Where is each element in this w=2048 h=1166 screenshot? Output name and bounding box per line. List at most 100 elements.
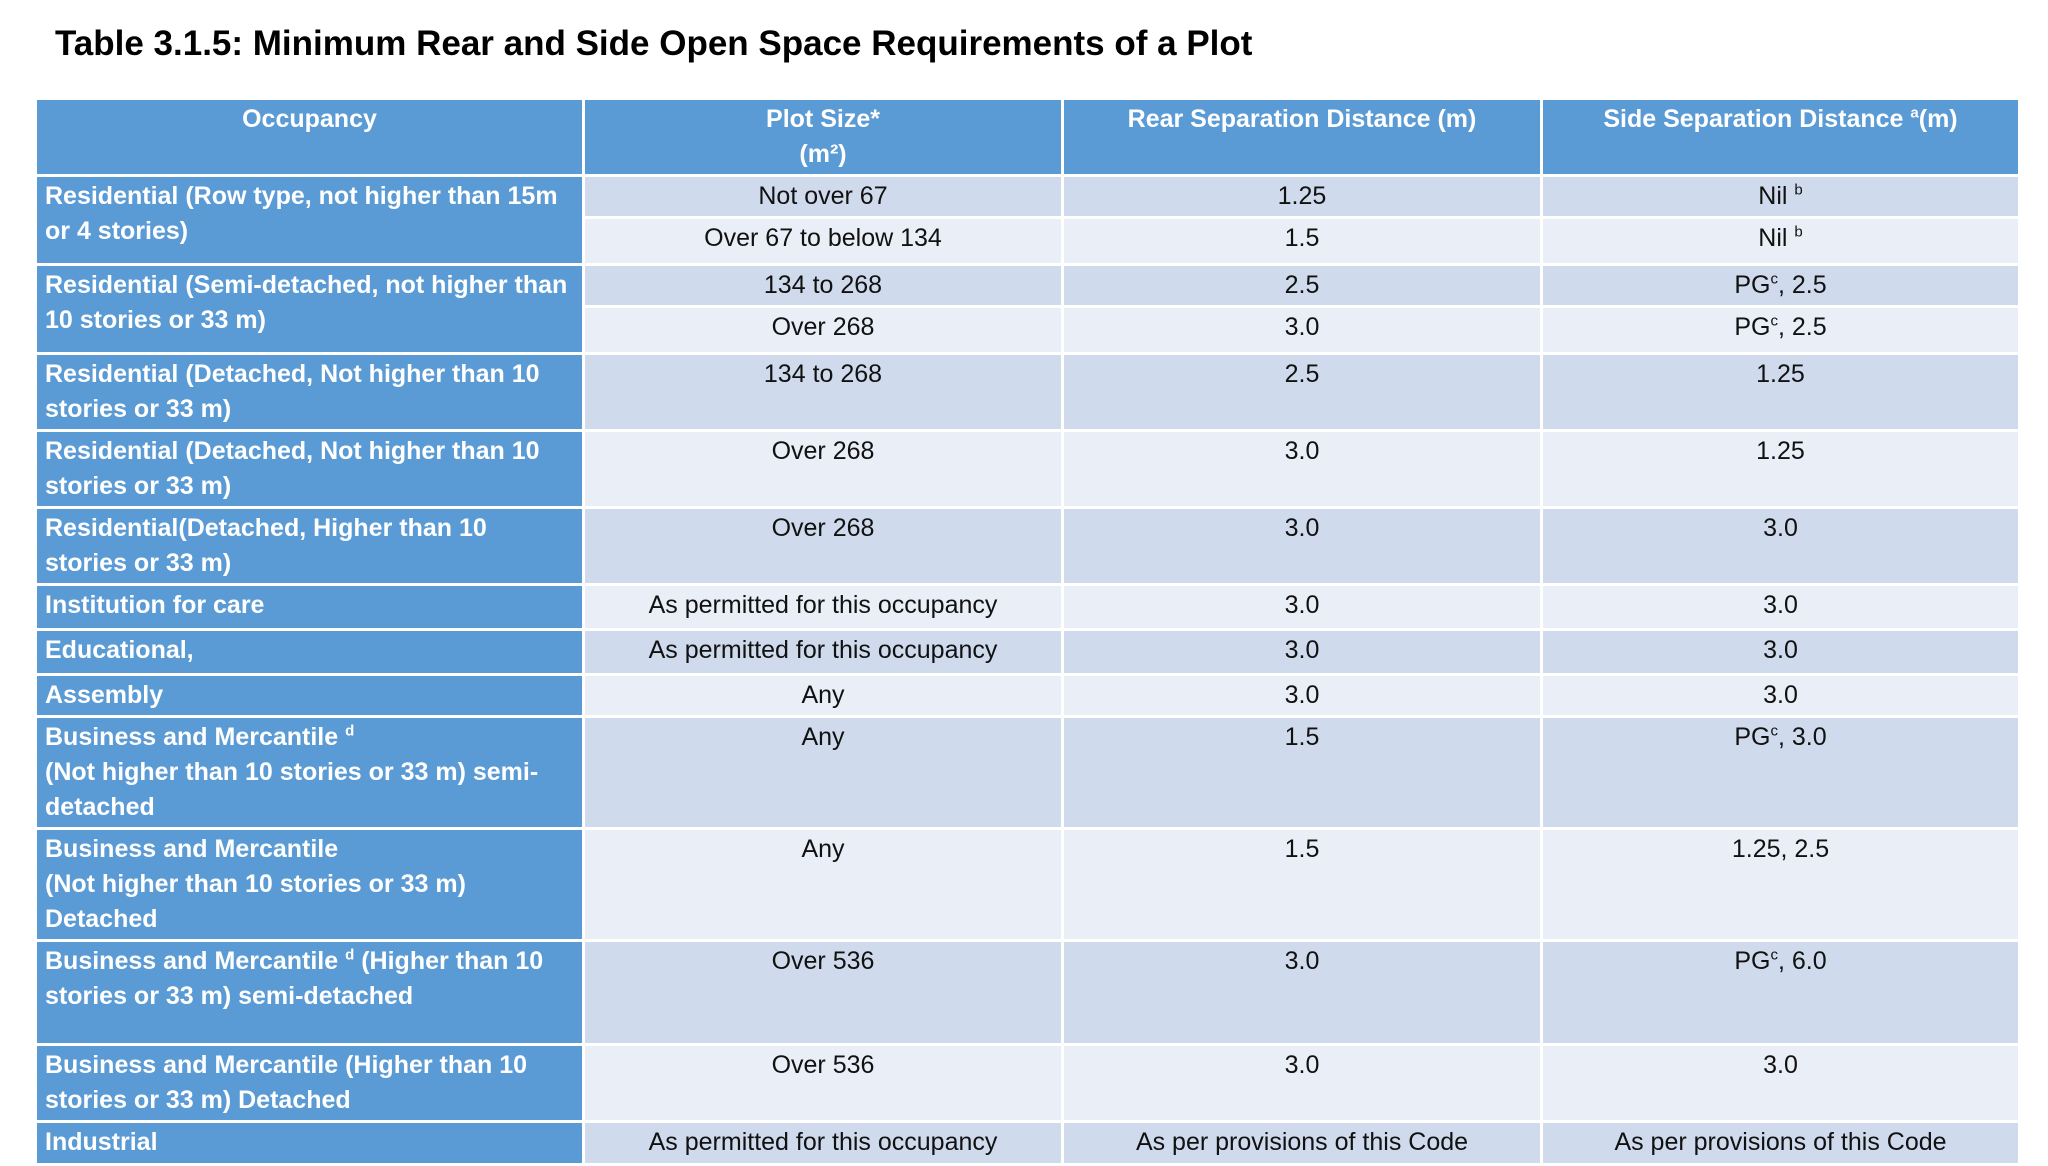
data-cell: 3.0 <box>1061 583 1543 631</box>
cell-text: (Higher than 10 stories or 33 m) semi-de… <box>45 947 544 1010</box>
data-cell: 3.0 <box>1061 506 1543 586</box>
cell-text: PG <box>1734 723 1771 751</box>
occupancy-cell: Educational, <box>34 628 585 676</box>
data-cell: 3.0 <box>1061 628 1543 676</box>
data-cell: As per provisions of this Code <box>1540 1120 2021 1166</box>
cell-text: 3.0 <box>1284 514 1320 542</box>
data-cell: Nil b <box>1540 174 2021 219</box>
cell-text: 3.0 <box>1284 313 1320 341</box>
cell-text: As permitted for this occupancy <box>648 591 998 619</box>
data-cell: Over 67 to below 134 <box>582 216 1064 266</box>
cell-text: , 6.0 <box>1777 947 1827 975</box>
superscript: c <box>1770 722 1778 740</box>
superscript: d <box>345 722 355 740</box>
cell-text: 3.0 <box>1763 1051 1798 1079</box>
cell-text: Residential(Detached, Higher than 10 sto… <box>45 514 487 577</box>
cell-text: , 3.0 <box>1777 723 1827 751</box>
data-cell: Any <box>582 673 1064 718</box>
data-cell: 1.25 <box>1540 352 2021 432</box>
cell-text: , 2.5 <box>1777 271 1827 299</box>
cell-text: Over 268 <box>771 437 875 465</box>
cell-text: Institution for care <box>45 591 265 619</box>
data-cell: 3.0 <box>1061 673 1543 718</box>
data-cell: Any <box>582 827 1064 942</box>
data-cell: Over 268 <box>582 506 1064 586</box>
data-cell: 1.5 <box>1061 827 1543 942</box>
cell-text: Over 536 <box>771 947 875 975</box>
table-row: Residential (Row type, not higher than 1… <box>34 174 2021 266</box>
data-cell: 1.25, 2.5 <box>1540 827 2021 942</box>
cell-text: 1.25 <box>1756 437 1805 465</box>
cell-text: (Not higher than 10 stories or 33 m) sem… <box>45 758 539 821</box>
cell-text: Industrial <box>45 1128 158 1156</box>
superscript: a <box>1910 104 1919 122</box>
data-cell: 3.0 <box>1540 628 2021 676</box>
data-cell: 2.5 <box>1061 352 1543 432</box>
table-row: Business and Mercantile (Not higher than… <box>34 827 2021 942</box>
cell-text: 2.5 <box>1284 360 1320 388</box>
table-title: Table 3.1.5: Minimum Rear and Side Open … <box>55 24 1253 63</box>
cell-text: Educational, <box>45 636 194 664</box>
cell-text: , 2.5 <box>1777 313 1827 341</box>
cell-text: PG <box>1734 313 1771 341</box>
cell-text: Any <box>801 835 845 863</box>
cell-text: 3.0 <box>1284 437 1320 465</box>
occupancy-cell: Business and Mercantile (Higher than 10 … <box>34 1043 585 1123</box>
data-cell: Over 536 <box>582 939 1064 1046</box>
cell-text: 3.0 <box>1763 591 1798 619</box>
cell-text: (m) <box>1918 105 1958 133</box>
cell-text: Nil <box>1758 224 1795 252</box>
occupancy-cell: Business and Mercantile (Not higher than… <box>34 827 585 942</box>
header-cell: Side Separation Distance a(m) <box>1540 97 2021 177</box>
data-cell: Nil b <box>1540 216 2021 266</box>
header-cell: Rear Separation Distance (m) <box>1061 97 1543 177</box>
data-cell: 3.0 <box>1540 583 2021 631</box>
cell-text: Over 268 <box>771 514 875 542</box>
cell-text: 1.25, 2.5 <box>1731 835 1830 863</box>
superscript: b <box>1794 181 1803 199</box>
cell-text: 3.0 <box>1763 636 1798 664</box>
cell-text: PG <box>1734 271 1771 299</box>
superscript: c <box>1770 270 1778 288</box>
cell-text: Any <box>801 681 845 709</box>
cell-text: Side Separation Distance <box>1603 105 1911 133</box>
cell-text: Business and Mercantile (Not higher than… <box>45 835 466 933</box>
cell-text: As permitted for this occupancy <box>648 636 998 664</box>
data-cell: 1.25 <box>1061 174 1543 219</box>
table-row: Residential (Semi-detached, not higher t… <box>34 263 2021 355</box>
data-cell: 134 to 268 <box>582 263 1064 308</box>
data-cell: PGc, 2.5 <box>1540 305 2021 355</box>
cell-text: 1.25 <box>1277 182 1327 210</box>
superscript: d <box>345 946 355 964</box>
cell-text: 134 to 268 <box>763 360 883 388</box>
cell-text: 1.25 <box>1756 360 1805 388</box>
cell-text: 3.0 <box>1284 636 1320 664</box>
cell-text: 3.0 <box>1763 681 1798 709</box>
cell-text: 3.0 <box>1284 1051 1320 1079</box>
cell-text: Any <box>801 723 845 751</box>
cell-text: Over 67 to below 134 <box>704 224 942 252</box>
data-cell: 3.0 <box>1540 673 2021 718</box>
occupancy-cell: Business and Mercantile d (Not higher th… <box>34 715 585 830</box>
requirements-table: Occupancy Plot Size* (m²) Rear Separation … <box>34 97 2021 1166</box>
data-cell: 1.25 <box>1540 429 2021 509</box>
cell-text: Over 268 <box>771 313 875 341</box>
data-cell: As permitted for this occupancy <box>582 628 1064 676</box>
superscript: c <box>1770 946 1778 964</box>
occupancy-cell: Residential (Detached, Not higher than 1… <box>34 429 585 509</box>
cell-text: Residential (Detached, Not higher than 1… <box>45 437 540 500</box>
occupancy-cell: Residential(Detached, Higher than 10 sto… <box>34 506 585 586</box>
cell-text: Plot Size* (m²) <box>766 105 880 168</box>
data-cell: 2.5 <box>1061 263 1543 308</box>
data-cell: As permitted for this occupancy <box>582 583 1064 631</box>
cell-text: 3.0 <box>1284 591 1320 619</box>
cell-text: 1.5 <box>1284 224 1320 252</box>
cell-text: Business and Mercantile <box>45 723 346 751</box>
table-row: Industrial As permitted for this occupanc… <box>34 1120 2021 1166</box>
data-cell: PGc, 2.5 <box>1540 263 2021 308</box>
occupancy-cell: Industrial <box>34 1120 585 1166</box>
data-cell: 3.0 <box>1061 429 1543 509</box>
cell-text: Business and Mercantile <box>45 947 346 975</box>
cell-text: 3.0 <box>1763 514 1798 542</box>
